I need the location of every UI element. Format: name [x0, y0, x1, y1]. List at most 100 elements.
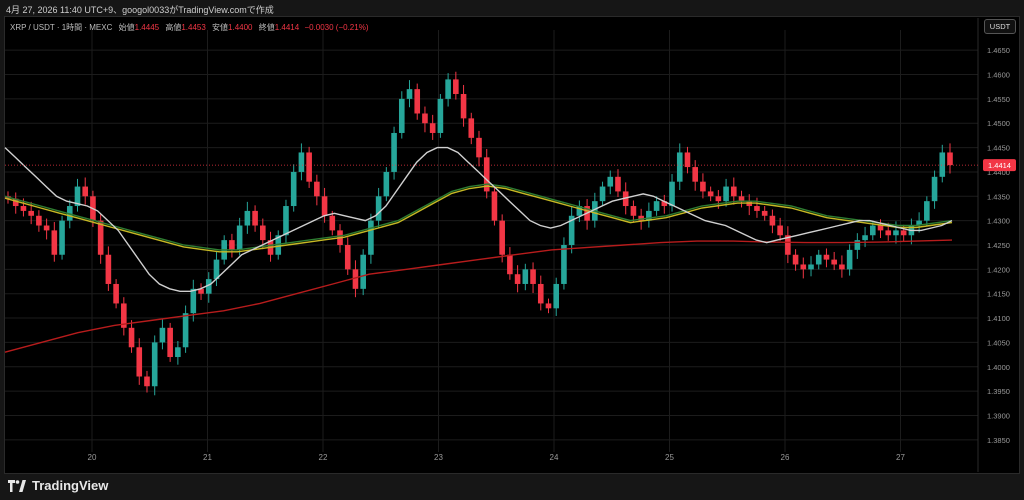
y-tick-label: 1.4100 [987, 314, 1010, 323]
candle-body [792, 254, 799, 265]
candle-body [924, 201, 930, 221]
candle-body [383, 171, 390, 197]
candle-body [507, 254, 513, 275]
y-tick-label: 1.3850 [987, 436, 1010, 445]
y-tick-label: 1.4000 [987, 363, 1010, 372]
candle-body [862, 235, 868, 241]
candle-body [537, 283, 544, 304]
currency-button[interactable]: USDT [984, 19, 1016, 34]
candle-body [437, 98, 444, 133]
candle-body [213, 259, 220, 280]
candle-body [514, 274, 521, 284]
last-price-badge [983, 159, 1016, 172]
candle-body [113, 283, 119, 304]
candle-body [321, 196, 328, 216]
candle-body [931, 176, 938, 202]
sma-yellow-line [4, 185, 953, 253]
candle-body [314, 181, 320, 197]
ohlc-legend: XRP / USDT · 1時間 · MEXC 始値1.4445 高値1.445… [10, 22, 368, 33]
y-tick-label: 1.4350 [987, 192, 1010, 201]
candle-body [20, 206, 27, 211]
open-label: 始値 [118, 23, 135, 32]
candle-body [707, 191, 714, 197]
candle-body [144, 376, 150, 387]
candle-body [916, 220, 922, 226]
candle-body [329, 215, 336, 231]
sma-mid-line [4, 183, 953, 251]
candle-body [754, 206, 760, 211]
candle-body [854, 240, 861, 250]
candle-body [128, 327, 135, 348]
candle-body [190, 288, 197, 314]
candle-body [638, 215, 644, 221]
candle-body [761, 210, 768, 216]
y-tick-label: 1.4650 [987, 46, 1010, 55]
low-value: 1.4400 [228, 23, 253, 32]
candle-body [368, 220, 374, 255]
y-tick-label: 1.4450 [987, 144, 1010, 153]
candle-body [445, 79, 451, 99]
x-tick-label: 25 [665, 453, 674, 462]
candle-body [700, 181, 706, 192]
y-tick-label: 1.4550 [987, 95, 1010, 104]
candle-body [51, 230, 58, 255]
y-tick-label: 1.4400 [987, 168, 1010, 177]
candle-body [615, 176, 621, 192]
y-tick-label: 1.3950 [987, 387, 1010, 396]
brand-name: TradingView [32, 477, 109, 493]
candle-body [398, 98, 405, 133]
candle-body [121, 303, 127, 328]
x-tick-label: 26 [781, 453, 790, 462]
candle-body [692, 167, 698, 182]
candle-body [460, 94, 467, 119]
candle-body [800, 264, 807, 270]
candle-body [846, 249, 853, 270]
candle-body [198, 288, 204, 294]
y-tick-label: 1.4150 [987, 290, 1010, 299]
candle-body [205, 279, 212, 294]
candle-body [769, 215, 776, 226]
candle-body [375, 196, 382, 221]
candle-body [545, 303, 552, 309]
candle-body [499, 220, 505, 255]
candle-body [491, 191, 498, 221]
candle-body [553, 283, 560, 309]
candle-body [568, 215, 575, 245]
close-value: 1.4414 [274, 23, 300, 32]
candle-body [823, 254, 830, 260]
candle-body [344, 245, 351, 270]
candle-body [576, 206, 583, 216]
candle-body [391, 132, 397, 172]
x-tick-label: 23 [434, 453, 443, 462]
candle-body [260, 225, 266, 241]
candle-body [738, 196, 745, 202]
candle-body [893, 230, 899, 236]
candle-body [622, 191, 629, 207]
candle-body [422, 113, 428, 124]
candle-body [360, 254, 366, 289]
close-label: 終値 [258, 23, 275, 32]
candle-body [105, 254, 112, 284]
candle-body [290, 171, 297, 207]
candle-body [453, 79, 459, 95]
candle-body [715, 196, 722, 202]
last-price-label: 1.4414 [988, 161, 1011, 170]
candle-body [661, 201, 668, 207]
candle-body [723, 186, 729, 202]
chart-caption: 4月 27, 2026 11:40 UTC+9、googol0033がTradi… [6, 5, 274, 15]
candle-body [43, 225, 50, 231]
x-tick-label: 22 [319, 453, 328, 462]
candle-body [669, 181, 675, 207]
candle-body [646, 210, 652, 221]
candle-body [607, 176, 614, 187]
candle-body [839, 264, 845, 270]
candle-body [306, 152, 312, 182]
candle-body [684, 152, 691, 168]
candle-body [885, 230, 892, 236]
candle-body [468, 118, 475, 138]
change-value: −0.0030 (−0.21%) [304, 23, 369, 32]
candle-body [97, 220, 104, 255]
candle-body [476, 137, 482, 158]
y-tick-label: 1.4500 [987, 119, 1010, 128]
